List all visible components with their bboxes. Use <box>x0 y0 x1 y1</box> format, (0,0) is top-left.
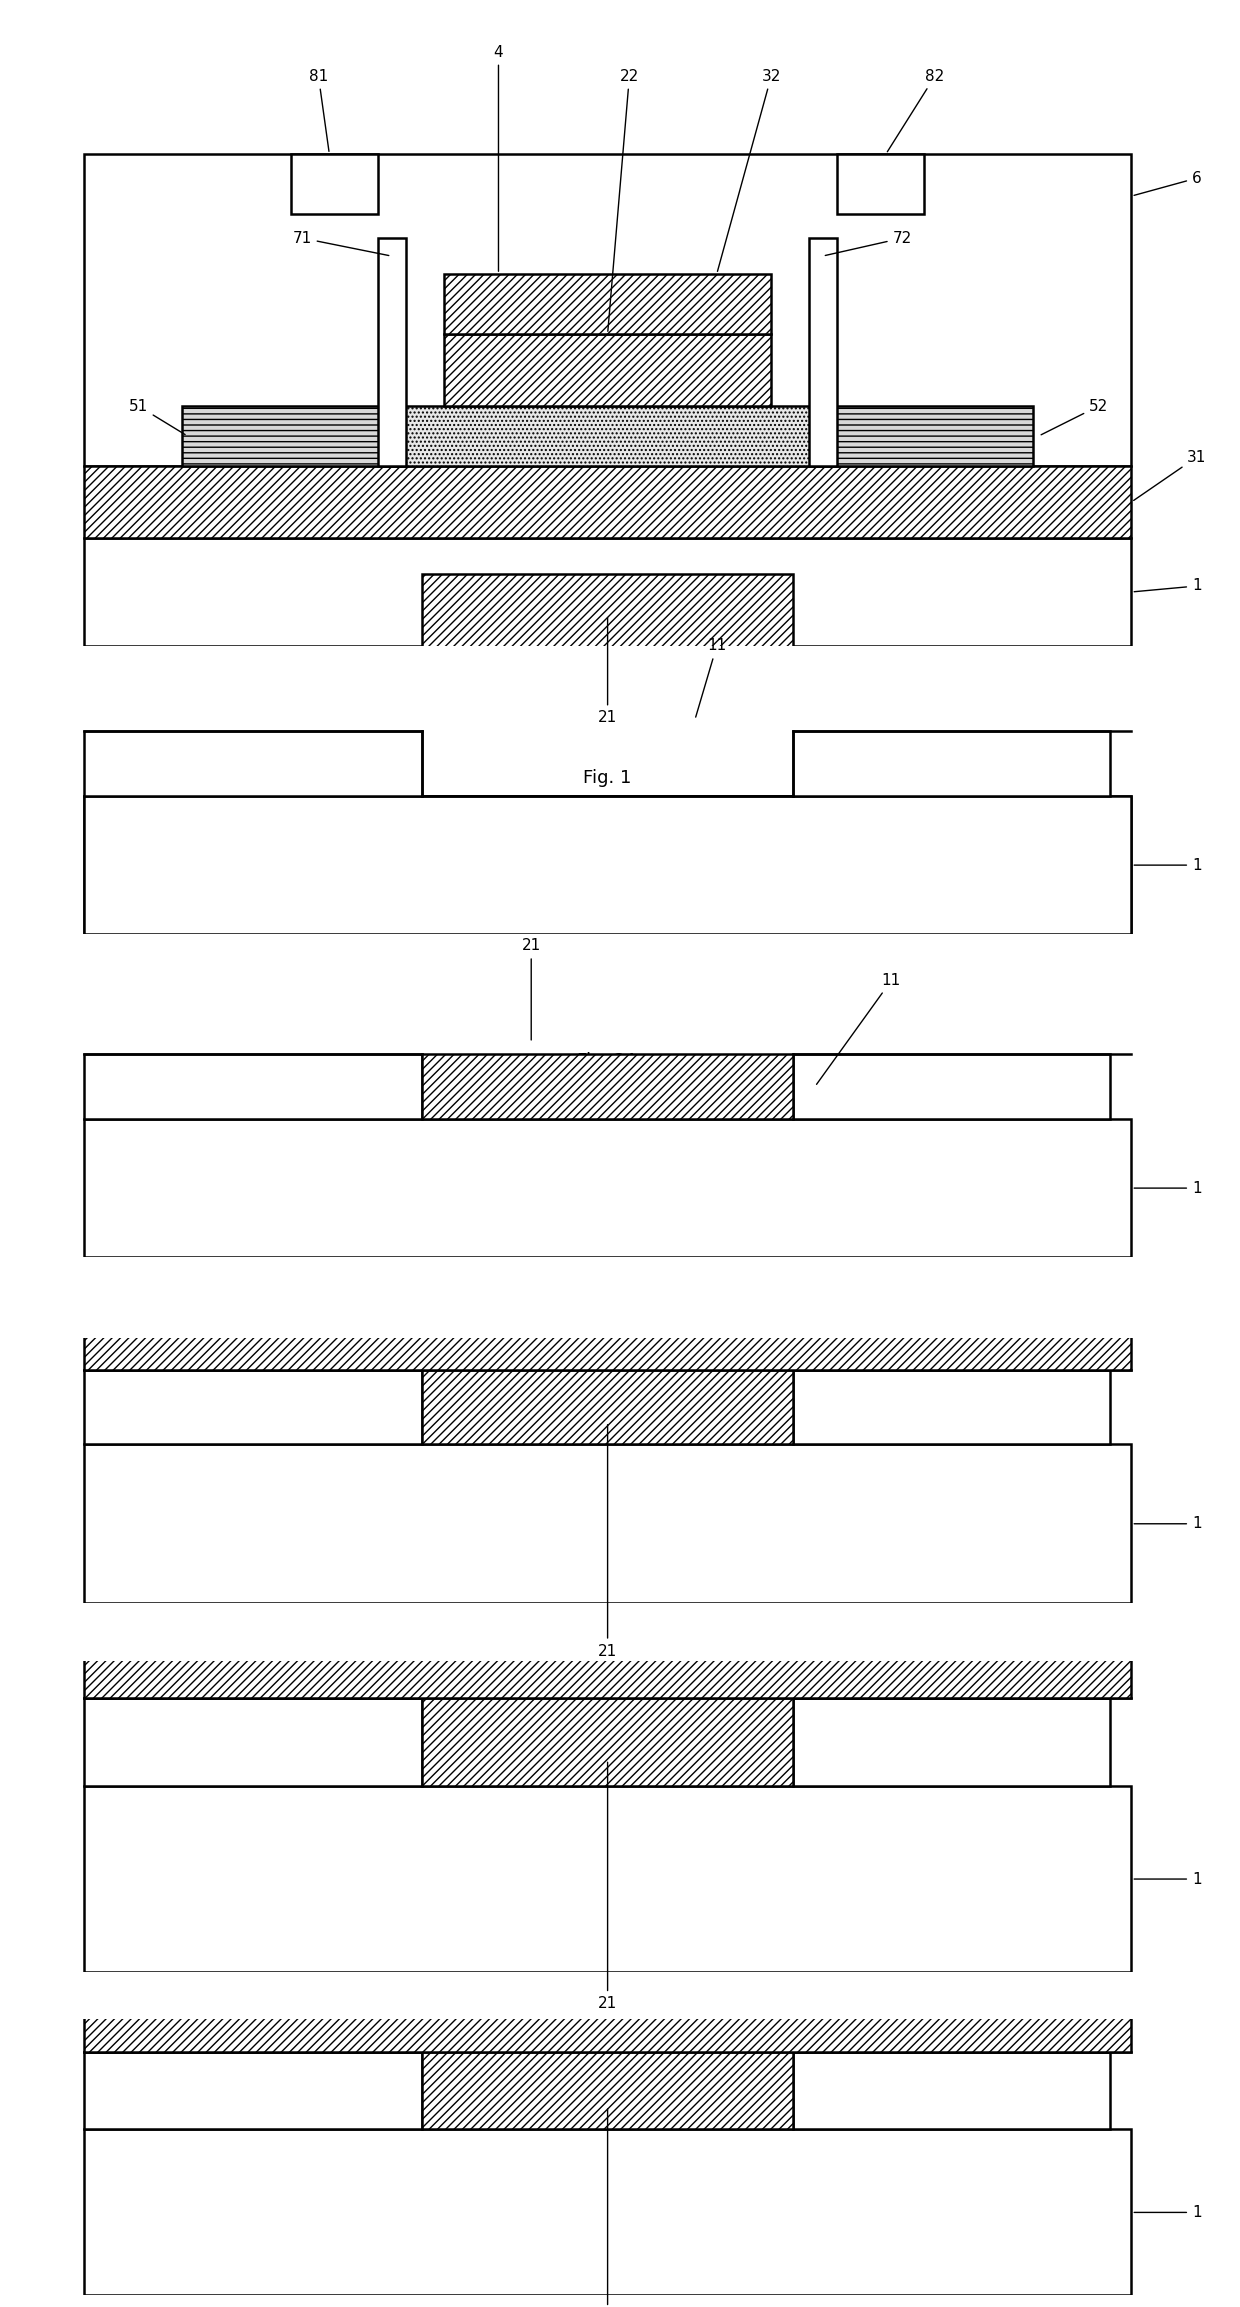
Bar <box>84 1786 1131 1972</box>
Bar <box>84 1698 422 1786</box>
Text: 72: 72 <box>826 231 911 256</box>
Text: 21: 21 <box>598 1426 618 1659</box>
Text: 11: 11 <box>817 974 901 1084</box>
Text: 6: 6 <box>1135 171 1202 196</box>
Bar <box>84 1370 422 1444</box>
Text: 32: 32 <box>718 69 781 272</box>
Bar <box>84 538 1131 646</box>
Bar <box>84 2051 422 2129</box>
Bar <box>794 1054 1110 1119</box>
Text: 82: 82 <box>888 69 945 152</box>
Text: 22: 22 <box>608 69 639 332</box>
Bar <box>182 406 401 466</box>
Bar <box>84 155 1131 466</box>
Bar <box>837 155 924 215</box>
Bar <box>422 1054 794 1119</box>
Bar <box>84 1444 1131 1603</box>
Bar <box>794 731 1110 796</box>
Bar <box>84 1892 1131 1940</box>
Bar <box>84 2129 1131 2295</box>
Text: Fig. 1: Fig. 1 <box>583 768 632 787</box>
Text: 21: 21 <box>598 2109 618 2307</box>
Bar <box>84 1054 422 1119</box>
Bar <box>84 1982 1131 2051</box>
Bar <box>422 1698 794 1786</box>
Text: 1: 1 <box>1135 2205 1202 2219</box>
Bar <box>444 335 771 406</box>
Text: 1: 1 <box>1135 858 1202 872</box>
Text: 1: 1 <box>1135 1181 1202 1195</box>
Text: 1: 1 <box>1135 579 1202 593</box>
Bar <box>84 796 1131 934</box>
Text: Fig. 2B: Fig. 2B <box>578 1375 637 1393</box>
Bar <box>84 796 1131 934</box>
Text: 21: 21 <box>598 618 618 724</box>
Text: 71: 71 <box>293 231 389 256</box>
Text: 1: 1 <box>1135 1871 1202 1887</box>
Bar <box>357 1940 858 1982</box>
Bar <box>815 406 1033 466</box>
Bar <box>422 2051 794 2129</box>
Text: 21: 21 <box>598 1763 618 2012</box>
Bar <box>84 1303 1131 1370</box>
Bar <box>84 1620 1131 1698</box>
Text: 1: 1 <box>1135 1516 1202 1532</box>
Bar <box>84 466 1131 538</box>
Bar <box>810 238 837 466</box>
Text: Fig. 2D: Fig. 2D <box>577 2032 639 2051</box>
Text: 31: 31 <box>1133 450 1207 501</box>
Text: 52: 52 <box>1042 399 1109 434</box>
Bar <box>422 574 794 653</box>
Bar <box>794 1698 1110 1786</box>
Bar <box>84 1119 1131 1257</box>
Bar <box>84 731 422 796</box>
Bar <box>422 1370 794 1444</box>
Text: 11: 11 <box>696 639 727 717</box>
Bar <box>378 238 405 466</box>
Bar <box>357 1573 858 1620</box>
Bar <box>794 1370 1110 1444</box>
Bar <box>401 406 815 466</box>
Bar <box>291 155 378 215</box>
Text: Fig. 2A: Fig. 2A <box>577 1052 639 1070</box>
Text: 4: 4 <box>494 44 503 272</box>
Text: 81: 81 <box>309 69 329 152</box>
Text: 51: 51 <box>129 399 185 434</box>
Text: Fig. 2C: Fig. 2C <box>577 1686 639 1705</box>
Text: 21: 21 <box>522 939 541 1040</box>
Bar <box>794 2051 1110 2129</box>
Bar <box>444 275 771 335</box>
